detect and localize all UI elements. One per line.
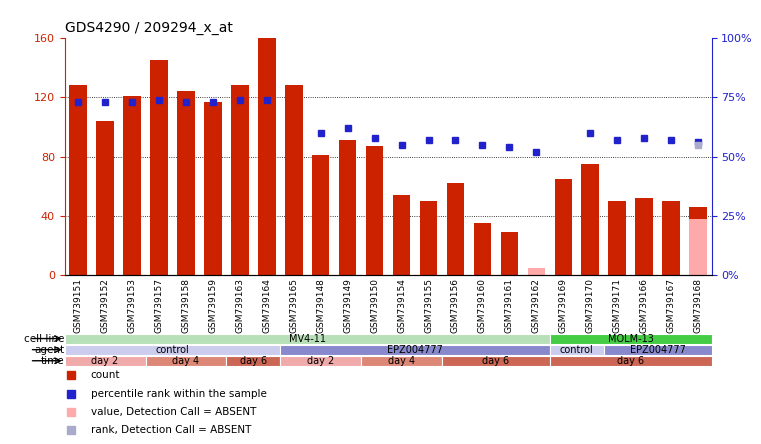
- Bar: [65, 333, 550, 344]
- Bar: [689, 207, 707, 275]
- Bar: [662, 201, 680, 275]
- Text: GSM739161: GSM739161: [505, 278, 514, 333]
- Bar: [473, 223, 491, 275]
- Bar: [280, 345, 550, 355]
- Text: GSM739162: GSM739162: [532, 278, 541, 333]
- Text: GSM739163: GSM739163: [235, 278, 244, 333]
- Bar: [231, 85, 249, 275]
- Text: GSM739148: GSM739148: [317, 278, 325, 333]
- Text: GSM739153: GSM739153: [128, 278, 136, 333]
- Bar: [442, 356, 550, 366]
- Bar: [285, 85, 303, 275]
- Text: time: time: [41, 356, 65, 366]
- Bar: [65, 356, 145, 366]
- Text: GSM739169: GSM739169: [559, 278, 568, 333]
- Bar: [280, 356, 361, 366]
- Text: EPZ004777: EPZ004777: [387, 345, 443, 355]
- Text: GSM739154: GSM739154: [397, 278, 406, 333]
- Text: GSM739150: GSM739150: [370, 278, 379, 333]
- Text: GSM739168: GSM739168: [693, 278, 702, 333]
- Bar: [550, 356, 712, 366]
- Bar: [501, 232, 518, 275]
- Text: GSM739157: GSM739157: [154, 278, 164, 333]
- Bar: [150, 60, 167, 275]
- Bar: [609, 201, 626, 275]
- Bar: [339, 140, 356, 275]
- Text: GSM739155: GSM739155: [424, 278, 433, 333]
- Text: day 6: day 6: [240, 356, 267, 366]
- Bar: [97, 121, 114, 275]
- Bar: [145, 356, 227, 366]
- Text: GSM739165: GSM739165: [289, 278, 298, 333]
- Text: GSM739164: GSM739164: [263, 278, 272, 333]
- Bar: [177, 91, 195, 275]
- Bar: [527, 268, 545, 275]
- Text: GSM739149: GSM739149: [343, 278, 352, 333]
- Bar: [366, 146, 384, 275]
- Bar: [603, 345, 712, 355]
- Text: GSM739166: GSM739166: [640, 278, 648, 333]
- Bar: [581, 164, 599, 275]
- Text: GSM739167: GSM739167: [667, 278, 676, 333]
- Text: control: control: [155, 345, 189, 355]
- Text: day 6: day 6: [617, 356, 645, 366]
- Bar: [69, 85, 87, 275]
- Text: EPZ004777: EPZ004777: [629, 345, 686, 355]
- Text: GSM739156: GSM739156: [451, 278, 460, 333]
- Text: cell line: cell line: [24, 333, 65, 344]
- Text: day 2: day 2: [91, 356, 119, 366]
- Text: day 4: day 4: [388, 356, 416, 366]
- Text: agent: agent: [34, 345, 65, 355]
- Bar: [555, 179, 572, 275]
- Bar: [204, 102, 221, 275]
- Text: control: control: [560, 345, 594, 355]
- Text: GSM739151: GSM739151: [74, 278, 83, 333]
- Text: MV4-11: MV4-11: [288, 333, 326, 344]
- Bar: [447, 183, 464, 275]
- Text: GSM739159: GSM739159: [209, 278, 218, 333]
- Text: count: count: [91, 370, 120, 381]
- Bar: [550, 345, 603, 355]
- Text: day 2: day 2: [307, 356, 334, 366]
- Text: value, Detection Call = ABSENT: value, Detection Call = ABSENT: [91, 407, 256, 417]
- Text: MOLM-13: MOLM-13: [608, 333, 654, 344]
- Bar: [420, 201, 438, 275]
- Text: GDS4290 / 209294_x_at: GDS4290 / 209294_x_at: [65, 21, 233, 36]
- Text: GSM739160: GSM739160: [478, 278, 487, 333]
- Text: rank, Detection Call = ABSENT: rank, Detection Call = ABSENT: [91, 425, 251, 436]
- Text: percentile rank within the sample: percentile rank within the sample: [91, 389, 266, 399]
- Bar: [550, 333, 712, 344]
- Bar: [635, 198, 653, 275]
- Bar: [258, 38, 275, 275]
- Text: day 6: day 6: [482, 356, 509, 366]
- Bar: [123, 95, 141, 275]
- Bar: [689, 219, 707, 275]
- Bar: [227, 356, 280, 366]
- Text: day 4: day 4: [173, 356, 199, 366]
- Bar: [65, 345, 280, 355]
- Text: GSM739152: GSM739152: [100, 278, 110, 333]
- Bar: [393, 195, 410, 275]
- Text: GSM739158: GSM739158: [181, 278, 190, 333]
- Text: GSM739171: GSM739171: [613, 278, 622, 333]
- Text: GSM739170: GSM739170: [586, 278, 595, 333]
- Bar: [312, 155, 330, 275]
- Bar: [361, 356, 442, 366]
